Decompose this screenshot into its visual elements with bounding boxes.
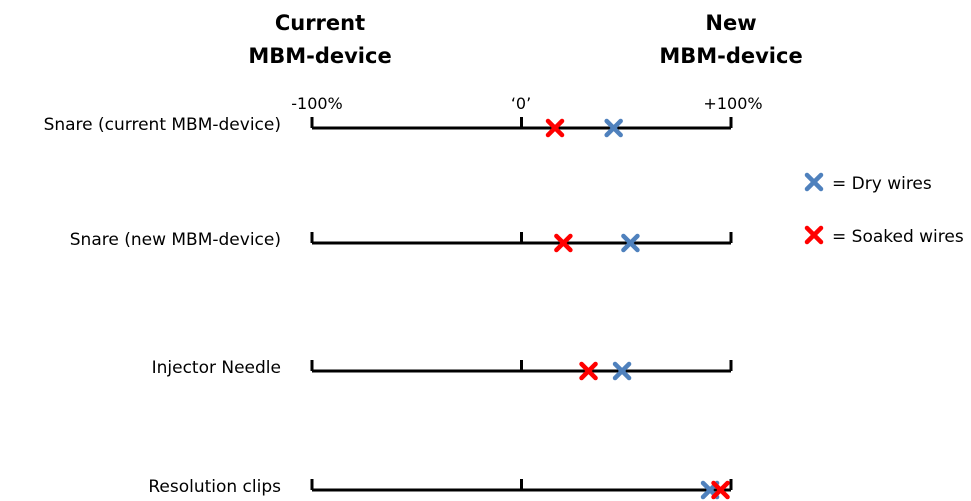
row-0: Snare (current MBM-device) xyxy=(44,115,731,135)
legend-label-soaked-wires: = Soaked wires xyxy=(832,227,964,247)
legend-marker-dry-wires xyxy=(807,175,821,189)
header-right-line1: New xyxy=(705,11,756,35)
row-label: Snare (current MBM-device) xyxy=(44,115,281,135)
chart-rows: Snare (current MBM-device) Snare (new MBM… xyxy=(44,115,731,497)
row-2: Injector Needle xyxy=(152,358,731,378)
row-label: Snare (new MBM-device) xyxy=(70,230,281,250)
legend-x-icon xyxy=(807,228,821,242)
row-3: Resolution clips xyxy=(148,477,731,497)
legend-x-icon xyxy=(807,175,821,189)
legend-marker-soaked-wires xyxy=(807,228,821,242)
header-left-line2: MBM-device xyxy=(248,44,391,68)
legend: = Dry wires = Soaked wires xyxy=(807,174,964,247)
row-label: Resolution clips xyxy=(148,477,281,497)
tick-label-max: +100% xyxy=(703,94,762,113)
tick-label-min: -100% xyxy=(291,94,343,113)
header-left-line1: Current xyxy=(275,11,365,35)
legend-label-dry-wires: = Dry wires xyxy=(832,174,932,194)
row-1: Snare (new MBM-device) xyxy=(70,230,731,250)
header-right-line2: MBM-device xyxy=(659,44,802,68)
row-label: Injector Needle xyxy=(152,358,281,378)
tick-label-zero: ‘0’ xyxy=(511,94,531,113)
